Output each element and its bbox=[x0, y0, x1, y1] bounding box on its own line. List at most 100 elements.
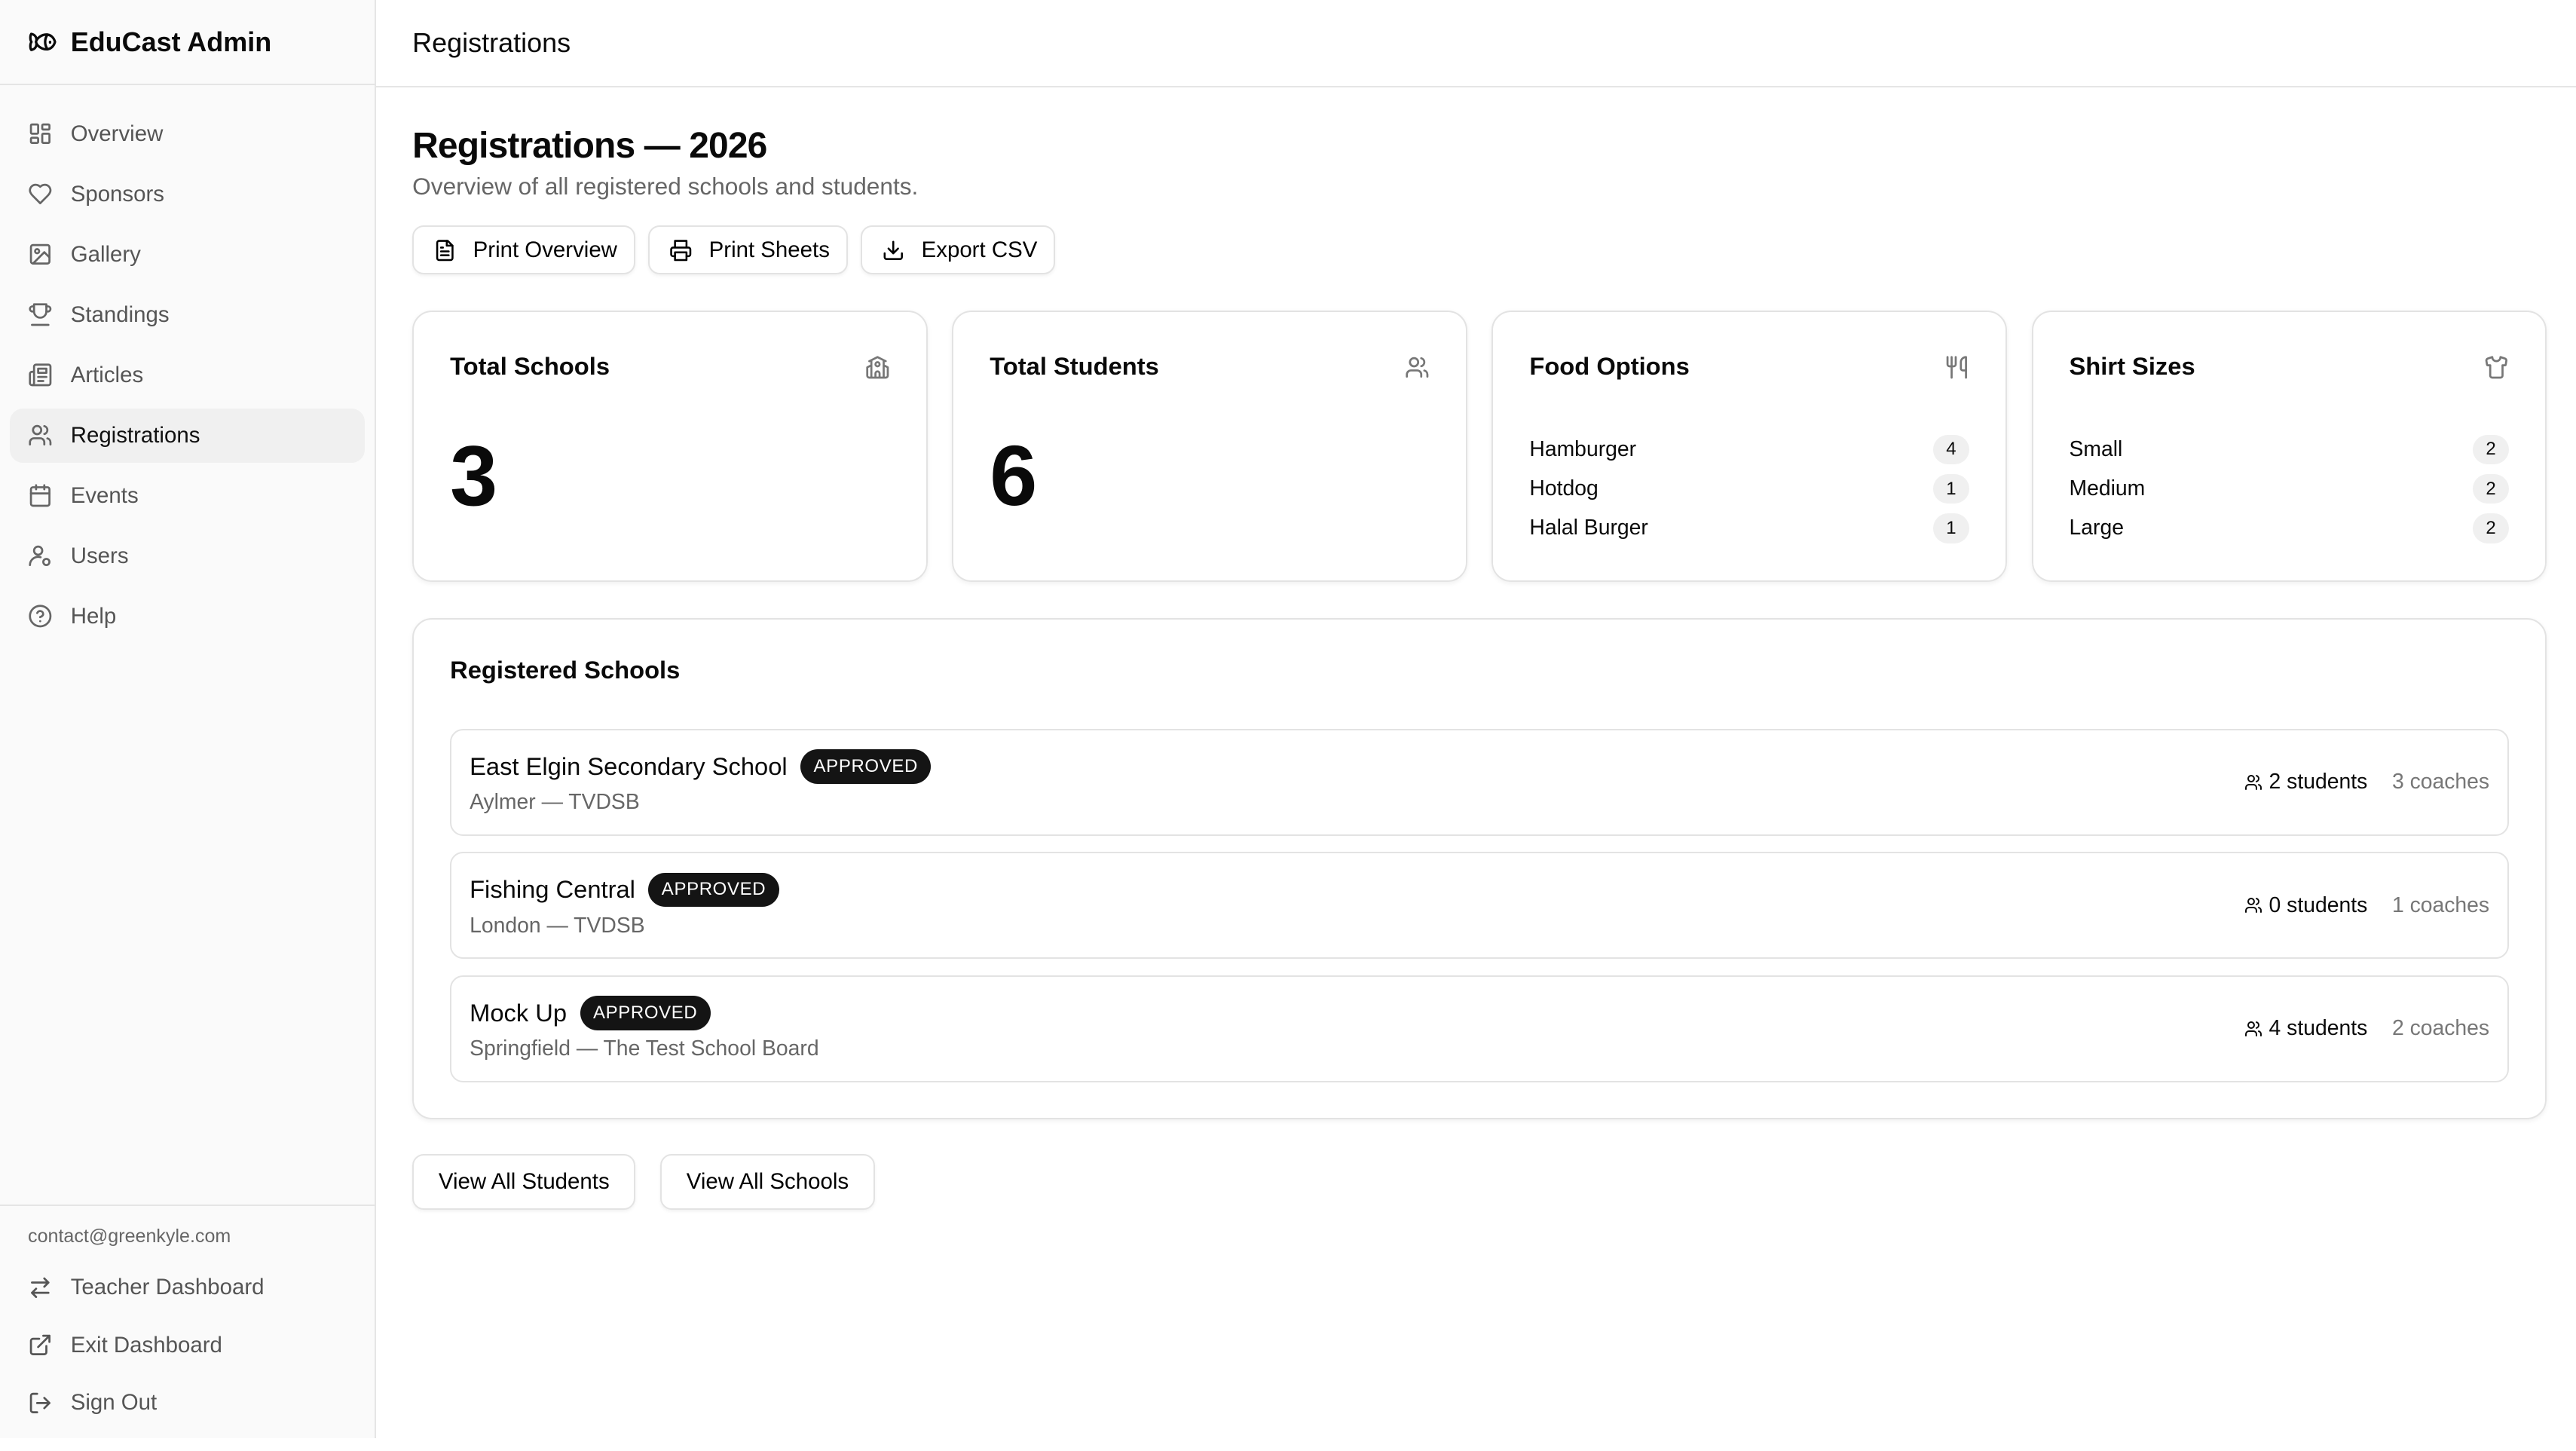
view-all-students-button[interactable]: View All Students bbox=[412, 1154, 636, 1211]
sidebar-item-overview[interactable]: Overview bbox=[10, 107, 365, 161]
shirt-label: Large bbox=[2069, 516, 2124, 540]
school-name: Mock Up bbox=[470, 998, 568, 1027]
sidebar-item-gallery[interactable]: Gallery bbox=[10, 228, 365, 282]
exit-dashboard-label: Exit Dashboard bbox=[70, 1332, 222, 1358]
food-item: Hamburger 4 bbox=[1529, 430, 1969, 469]
total-schools-card: Total Schools 3 bbox=[412, 311, 928, 583]
shirt-label: Medium bbox=[2069, 476, 2146, 501]
sidebar-item-label: Registrations bbox=[70, 422, 200, 448]
sidebar-item-sponsors[interactable]: Sponsors bbox=[10, 167, 365, 222]
shirt-label: Small bbox=[2069, 436, 2123, 461]
layout-dashboard-icon bbox=[29, 124, 51, 145]
food-count: 4 bbox=[1932, 434, 1969, 464]
school-row[interactable]: East Elgin Secondary School APPROVED Aylme… bbox=[450, 728, 2510, 836]
trophy-icon bbox=[29, 303, 52, 326]
download-icon bbox=[883, 240, 904, 260]
school-location: Aylmer — TVDSB bbox=[470, 790, 640, 815]
users-icon bbox=[2244, 898, 2262, 914]
student-count: 0 students bbox=[2269, 892, 2368, 917]
sidebar-item-label: Gallery bbox=[70, 241, 141, 267]
sidebar: EduCast Admin Overview Sponsors Gallery … bbox=[0, 0, 377, 1438]
sidebar-footer: contact@greenkyle.com Teacher Dashboard … bbox=[0, 1204, 375, 1451]
action-bar: Print Overview Print Sheets Export CSV bbox=[412, 225, 2547, 275]
brand[interactable]: EduCast Admin bbox=[0, 0, 375, 86]
print-sheets-label: Print Sheets bbox=[708, 237, 830, 262]
sidebar-item-label: Articles bbox=[70, 362, 144, 387]
status-badge: APPROVED bbox=[800, 749, 932, 784]
sidebar-item-events[interactable]: Events bbox=[10, 469, 365, 523]
school-location: London — TVDSB bbox=[470, 913, 645, 938]
print-overview-button[interactable]: Print Overview bbox=[412, 225, 635, 275]
sign-out-link[interactable]: Sign Out bbox=[10, 1374, 365, 1431]
file-text-icon bbox=[436, 239, 454, 261]
shirt-count: 2 bbox=[2473, 434, 2510, 464]
export-csv-button[interactable]: Export CSV bbox=[861, 225, 1056, 275]
stat-cards: Total Schools 3 Total Students 6 Food Op… bbox=[412, 311, 2547, 583]
school-row[interactable]: Mock Up APPROVED Springfield — The Test Sc… bbox=[450, 975, 2510, 1082]
school-icon bbox=[866, 356, 889, 379]
print-overview-label: Print Overview bbox=[473, 237, 617, 262]
sidebar-item-standings[interactable]: Standings bbox=[10, 288, 365, 342]
sidebar-nav: Overview Sponsors Gallery Standings Arti… bbox=[0, 85, 375, 671]
main-content: Registrations — 2026 Overview of all reg… bbox=[412, 125, 2547, 1211]
user-cog-icon bbox=[29, 546, 51, 567]
sidebar-item-label: Help bbox=[70, 603, 117, 629]
shirt-item: Medium 2 bbox=[2070, 469, 2510, 508]
food-item: Hotdog 1 bbox=[1529, 469, 1969, 508]
school-location: Springfield — The Test School Board bbox=[470, 1036, 819, 1061]
page-title: Registrations — 2026 bbox=[412, 125, 767, 166]
card-title: Shirt Sizes bbox=[2069, 351, 2195, 380]
export-csv-label: Export CSV bbox=[921, 237, 1038, 262]
coach-count: 2 coaches bbox=[2391, 1016, 2490, 1041]
total-students-value: 6 bbox=[990, 427, 1038, 524]
student-count: 4 students bbox=[2269, 1016, 2368, 1041]
users-icon bbox=[29, 425, 52, 446]
print-sheets-button[interactable]: Print Sheets bbox=[648, 225, 848, 275]
shirt-count: 2 bbox=[2473, 473, 2510, 504]
food-count: 1 bbox=[1932, 473, 1969, 504]
teacher-dashboard-link[interactable]: Teacher Dashboard bbox=[10, 1259, 365, 1316]
shirt-list: Small 2 Medium 2 Large 2 bbox=[2070, 430, 2510, 548]
teacher-dashboard-label: Teacher Dashboard bbox=[70, 1275, 265, 1300]
shirt-item: Large 2 bbox=[2070, 509, 2510, 548]
arrow-left-right-icon bbox=[31, 1277, 50, 1299]
sidebar-item-users[interactable]: Users bbox=[10, 529, 365, 583]
view-all-schools-button[interactable]: View All Schools bbox=[660, 1154, 875, 1211]
sidebar-item-registrations[interactable]: Registrations bbox=[10, 408, 366, 463]
users-icon bbox=[2244, 1021, 2262, 1036]
card-title: Total Students bbox=[990, 351, 1159, 380]
status-badge: APPROVED bbox=[580, 996, 711, 1030]
food-label: Hotdog bbox=[1529, 476, 1599, 501]
help-circle-icon bbox=[29, 605, 52, 628]
log-out-icon bbox=[29, 1392, 51, 1413]
card-title: Food Options bbox=[1529, 351, 1690, 380]
newspaper-icon bbox=[29, 363, 52, 387]
school-name: Fishing Central bbox=[470, 875, 635, 904]
sidebar-item-help[interactable]: Help bbox=[10, 589, 365, 644]
image-icon bbox=[29, 244, 51, 265]
shirt-item: Small 2 bbox=[2070, 430, 2510, 469]
heart-icon bbox=[29, 184, 52, 205]
sidebar-item-label: Sponsors bbox=[70, 181, 164, 207]
registered-schools-panel: Registered Schools East Elgin Secondary … bbox=[412, 618, 2547, 1120]
food-item: Halal Burger 1 bbox=[1529, 509, 1969, 548]
school-row[interactable]: Fishing Central APPROVED London — TVDSB 0 … bbox=[450, 852, 2510, 960]
section-title: Registered Schools bbox=[450, 656, 681, 684]
printer-icon bbox=[670, 239, 692, 261]
student-count: 2 students bbox=[2269, 770, 2368, 794]
exit-dashboard-link[interactable]: Exit Dashboard bbox=[10, 1317, 365, 1374]
status-badge: APPROVED bbox=[648, 872, 779, 908]
bottom-actions: View All Students View All Schools bbox=[412, 1154, 2547, 1211]
food-list: Hamburger 4 Hotdog 1 Halal Burger 1 bbox=[1529, 430, 1969, 548]
sidebar-item-label: Events bbox=[70, 482, 139, 508]
sign-out-label: Sign Out bbox=[70, 1390, 158, 1416]
app-title: EduCast Admin bbox=[70, 26, 272, 57]
food-label: Halal Burger bbox=[1529, 516, 1648, 540]
sidebar-item-label: Users bbox=[70, 543, 129, 568]
shirt-count: 2 bbox=[2473, 513, 2510, 543]
user-email: contact@greenkyle.com bbox=[28, 1226, 231, 1247]
fish-icon bbox=[29, 32, 57, 51]
sidebar-item-articles[interactable]: Articles bbox=[10, 348, 365, 403]
card-title: Total Schools bbox=[450, 351, 610, 380]
utensils-icon bbox=[1946, 356, 1968, 379]
